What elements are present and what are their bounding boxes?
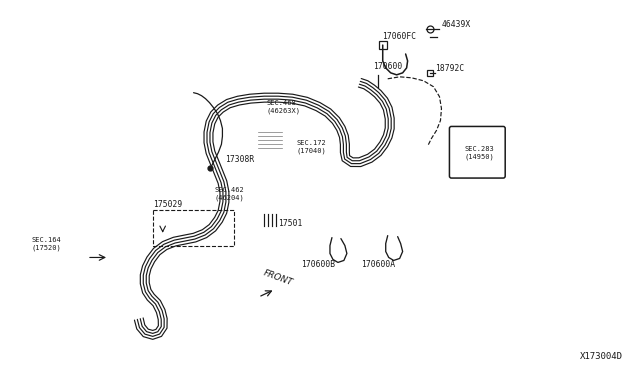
Bar <box>153 210 234 246</box>
Text: 170600A: 170600A <box>361 260 395 269</box>
Text: FRONT: FRONT <box>262 268 294 287</box>
Text: 17501: 17501 <box>278 219 303 228</box>
Text: 18792C: 18792C <box>435 64 465 73</box>
Text: 175029: 175029 <box>153 200 182 209</box>
Text: SEC.283
(14950): SEC.283 (14950) <box>465 146 494 160</box>
Text: SEC.468
(46263X): SEC.468 (46263X) <box>266 100 300 114</box>
Text: SEC.164
(17520): SEC.164 (17520) <box>31 237 61 251</box>
Text: 170600: 170600 <box>372 62 402 71</box>
Text: SEC.462
(46204): SEC.462 (46204) <box>214 187 244 201</box>
Text: 17060FC: 17060FC <box>381 32 416 41</box>
FancyBboxPatch shape <box>449 126 505 178</box>
Bar <box>379 41 387 49</box>
Text: SEC.172
(17040): SEC.172 (17040) <box>296 140 326 154</box>
Text: 46439X: 46439X <box>442 20 471 29</box>
Text: X173004D: X173004D <box>580 352 623 361</box>
Text: 17308R: 17308R <box>225 155 255 164</box>
Text: 170600B: 170600B <box>301 260 335 269</box>
